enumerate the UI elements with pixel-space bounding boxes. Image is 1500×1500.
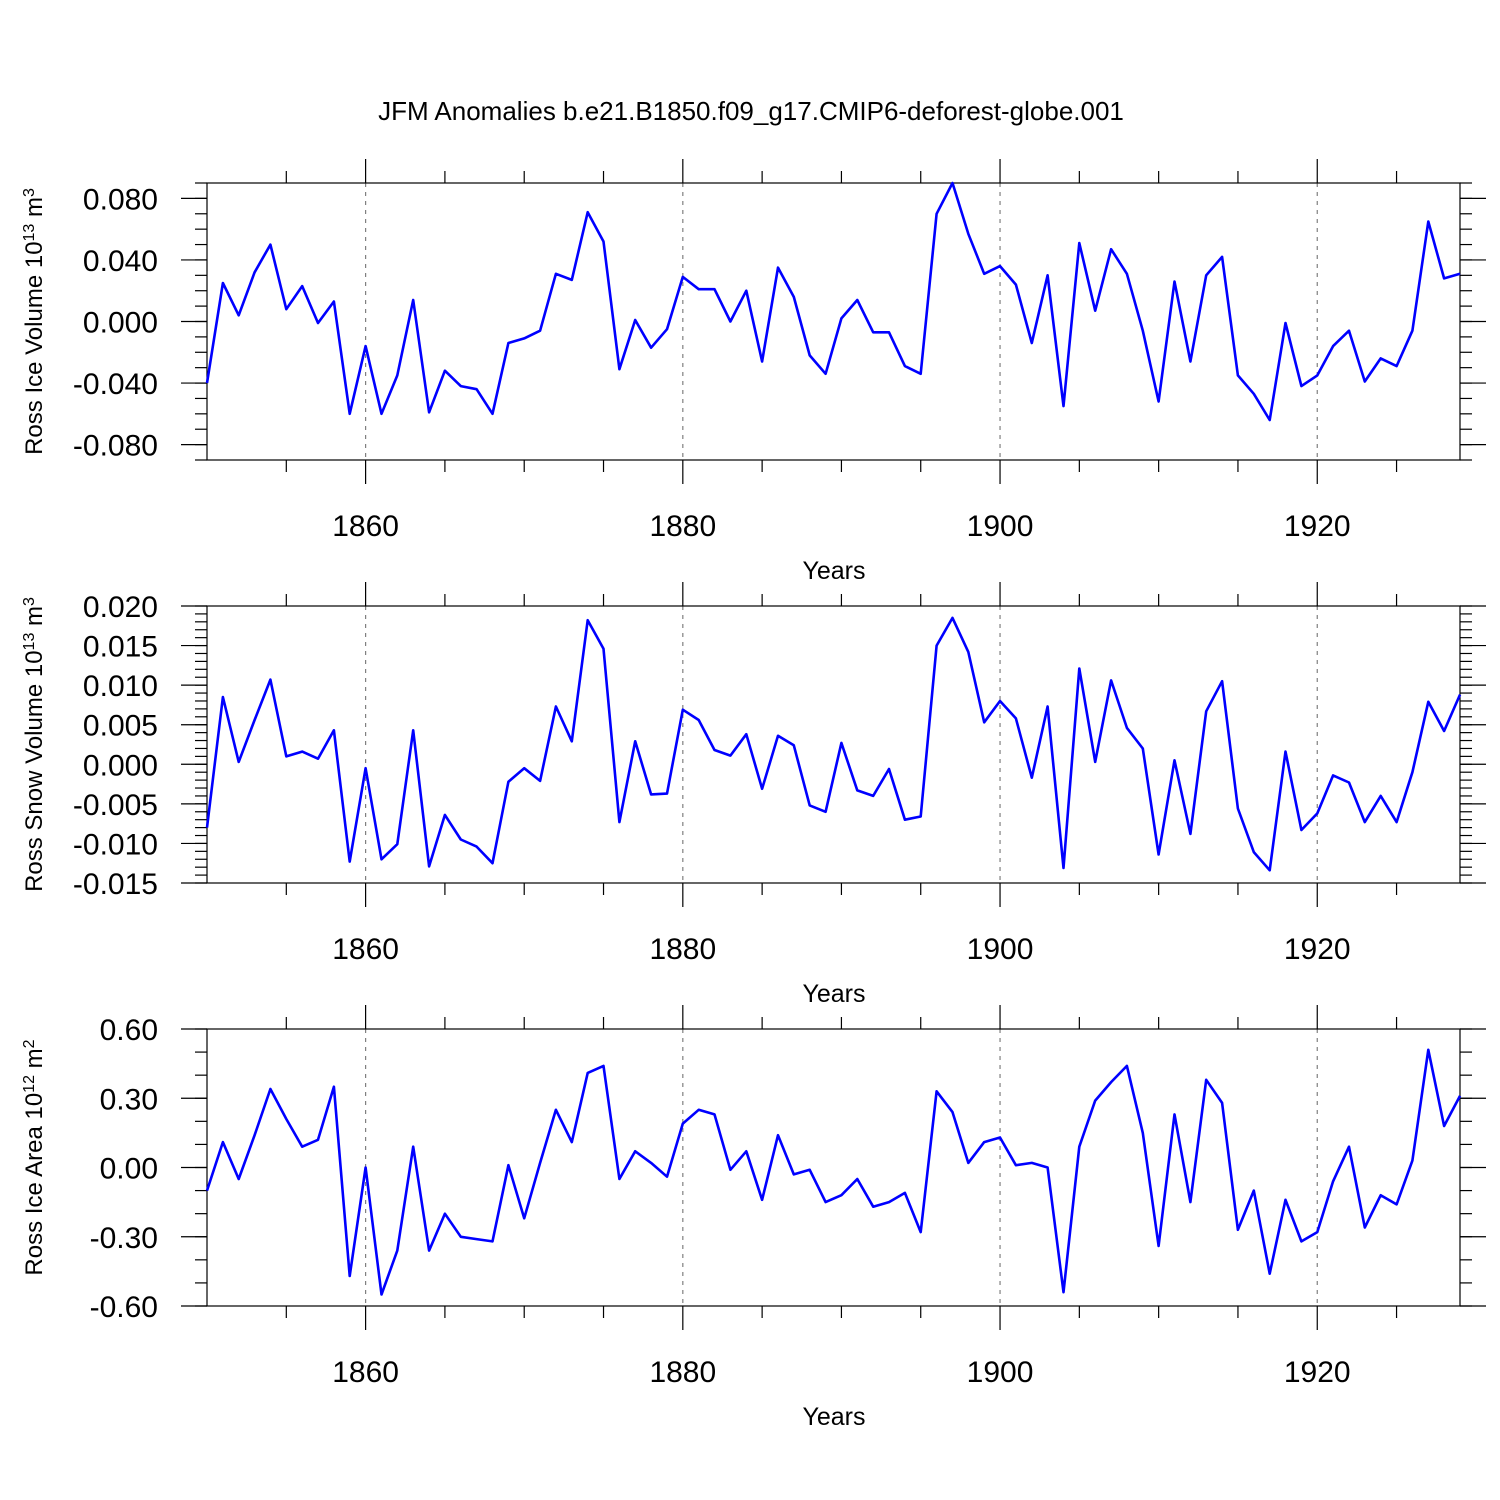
x-tick-label: 1900 bbox=[967, 1356, 1034, 1389]
chart-title: JFM Anomalies b.e21.B1850.f09_g17.CMIP6-… bbox=[378, 96, 1124, 126]
x-tick-label: 1920 bbox=[1284, 1356, 1351, 1389]
y-label-unit: m bbox=[21, 1048, 48, 1075]
x-axis-label: Years bbox=[802, 1403, 865, 1431]
x-axis-label: Years bbox=[802, 557, 865, 585]
x-tick-label: 1900 bbox=[967, 933, 1034, 966]
y-label-base: Ross Ice Area 10 bbox=[21, 1093, 48, 1276]
y-tick-label: 0.30 bbox=[100, 1083, 158, 1116]
x-tick-label: 1880 bbox=[649, 510, 716, 543]
y-tick-label: -0.015 bbox=[73, 868, 158, 901]
panel-ice-volume: 1860 1880 1900 1920 Years 0.080 0.040 0.000 -0.0… bbox=[21, 159, 1486, 585]
y-label-base: Ross Ice Volume 10 bbox=[21, 241, 48, 454]
y-label-unit: m bbox=[21, 197, 48, 224]
y-tick-label: -0.080 bbox=[73, 430, 158, 463]
y-axis-label: Ross Ice Area 1012 m2 bbox=[21, 1039, 49, 1275]
y-tick-label: 0.60 bbox=[100, 1014, 158, 1047]
y-tick-label: -0.040 bbox=[73, 368, 158, 401]
panel-snow-volume: 1860 1880 1900 1920 Years 0.020 0.015 0.010 0.00… bbox=[21, 582, 1486, 1008]
x-tick-label: 1860 bbox=[332, 510, 399, 543]
y-tick-label: -0.010 bbox=[73, 828, 158, 861]
series-line-snow-volume bbox=[205, 616, 1462, 872]
y-axis-label: Ross Snow Volume 1013 m3 bbox=[21, 597, 49, 892]
y-tick-label: 0.040 bbox=[83, 245, 158, 278]
x-axis-label: Years bbox=[802, 980, 865, 1008]
x-tick-label: 1920 bbox=[1284, 933, 1351, 966]
y-label-base: Ross Snow Volume 10 bbox=[21, 650, 48, 891]
y-tick-label: 0.020 bbox=[83, 591, 158, 624]
y-tick-label: 0.010 bbox=[83, 670, 158, 703]
y-tick-label: 0.005 bbox=[83, 710, 158, 743]
y-label-unit-exponent: 2 bbox=[21, 1039, 38, 1048]
x-tick-label: 1860 bbox=[332, 933, 399, 966]
x-tick-label: 1880 bbox=[649, 933, 716, 966]
y-tick-label: -0.30 bbox=[90, 1222, 158, 1255]
y-tick-label: 0.00 bbox=[100, 1153, 158, 1186]
y-label-exponent: 13 bbox=[21, 633, 38, 651]
y-label-unit: m bbox=[21, 606, 48, 633]
x-tick-label: 1900 bbox=[967, 510, 1034, 543]
x-tick-label: 1880 bbox=[649, 1356, 716, 1389]
y-tick-label: 0.080 bbox=[83, 183, 158, 216]
series-line-ice-area bbox=[205, 1048, 1462, 1296]
y-tick-label: 0.015 bbox=[83, 631, 158, 664]
y-axis-label: Ross Ice Volume 1013 m3 bbox=[21, 188, 49, 455]
y-label-exponent: 13 bbox=[21, 224, 38, 242]
y-label-exponent: 12 bbox=[21, 1075, 38, 1093]
y-tick-label: 0.000 bbox=[83, 307, 158, 340]
y-tick-label: -0.60 bbox=[90, 1291, 158, 1324]
plot-frame bbox=[206, 605, 1461, 884]
series-line-ice-volume bbox=[205, 181, 1461, 422]
x-tick-label: 1920 bbox=[1284, 510, 1351, 543]
plot-frame bbox=[206, 182, 1461, 461]
panel-ice-area: 1860 1880 1900 1920 Years 0.60 0.30 0.00 -0.30 -0… bbox=[21, 1005, 1486, 1431]
y-label-unit-exponent: 3 bbox=[21, 597, 38, 606]
y-tick-label: -0.005 bbox=[73, 789, 158, 822]
x-tick-label: 1860 bbox=[332, 1356, 399, 1389]
y-tick-label: 0.000 bbox=[83, 749, 158, 782]
y-label-unit-exponent: 3 bbox=[21, 188, 38, 197]
